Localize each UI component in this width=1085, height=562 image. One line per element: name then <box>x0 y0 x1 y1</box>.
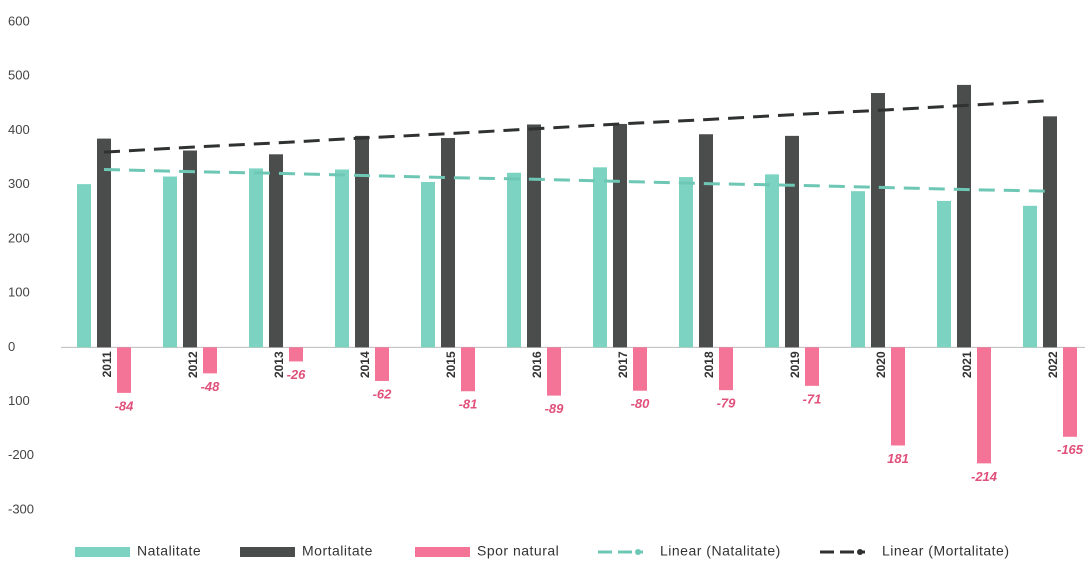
legend-swatch <box>75 547 130 557</box>
x-tick-label: 2012 <box>186 351 200 378</box>
legend-swatch <box>857 549 863 555</box>
x-tick-label: 2020 <box>874 351 888 378</box>
trend-line <box>103 99 1051 154</box>
x-tick-label: 2014 <box>358 351 372 378</box>
value-label: -165 <box>1057 442 1084 457</box>
value-label: -26 <box>287 367 307 382</box>
value-label: -62 <box>373 386 393 401</box>
y-tick-label: -200 <box>8 447 34 462</box>
bar <box>163 176 177 348</box>
bar <box>851 191 865 348</box>
x-tick-label: 2011 <box>100 351 114 377</box>
bar <box>871 93 885 348</box>
bar <box>183 150 197 348</box>
legend-swatch <box>635 549 641 555</box>
bar <box>785 135 799 348</box>
bar <box>765 174 779 348</box>
bar <box>633 347 647 391</box>
value-label: -214 <box>971 469 998 484</box>
value-label: -84 <box>115 398 135 413</box>
bar <box>441 138 455 348</box>
bar <box>1063 347 1077 437</box>
bar <box>77 184 91 348</box>
x-tick-label: 2013 <box>272 351 286 378</box>
legend-swatch <box>240 547 295 557</box>
x-tick-label: 2019 <box>788 351 802 378</box>
y-tick-label: 100 <box>8 393 30 408</box>
bar <box>527 124 541 348</box>
value-label: -79 <box>717 396 737 411</box>
value-label: -80 <box>631 396 651 411</box>
x-tick-label: 2021 <box>960 351 974 378</box>
x-tick-label: 2016 <box>530 351 544 378</box>
value-label: -71 <box>803 391 822 406</box>
bar <box>1043 116 1057 348</box>
bar <box>97 138 111 348</box>
value-label: -48 <box>201 379 221 394</box>
value-label: 181 <box>887 451 909 466</box>
y-tick-label: 500 <box>8 68 30 83</box>
y-tick-label: 0 <box>8 339 15 354</box>
bar <box>937 200 951 348</box>
bar <box>421 181 435 348</box>
trend-line <box>103 167 1051 193</box>
bar <box>891 347 905 446</box>
x-tick-label: 2022 <box>1046 351 1060 378</box>
bar <box>335 169 349 348</box>
bar <box>719 347 733 391</box>
bar <box>805 347 819 386</box>
legend-swatch <box>415 547 470 557</box>
bar <box>977 347 991 464</box>
y-tick-label: 400 <box>8 122 30 137</box>
y-tick-label: 300 <box>8 176 30 191</box>
bar <box>507 172 521 348</box>
y-tick-label: -300 <box>8 501 34 516</box>
bar <box>203 347 217 374</box>
y-tick-label: 600 <box>8 13 30 28</box>
x-tick-label: 2015 <box>444 351 458 378</box>
bar <box>375 347 389 381</box>
bar <box>593 167 607 348</box>
bar <box>289 347 303 362</box>
value-label: -81 <box>459 397 478 412</box>
bar <box>957 84 971 348</box>
y-tick-label: 200 <box>8 230 30 245</box>
bar <box>117 347 131 393</box>
bar <box>461 347 475 392</box>
bar <box>249 168 263 348</box>
legend-label: Natalitate <box>137 543 201 559</box>
value-label: -89 <box>545 401 565 416</box>
bar <box>613 123 627 348</box>
bar <box>1023 205 1037 348</box>
legend-label: Linear (Natalitate) <box>660 543 781 559</box>
bar <box>269 154 283 348</box>
x-tick-label: 2017 <box>616 351 630 378</box>
legend-label: Linear (Mortalitate) <box>882 543 1010 559</box>
x-tick-label: 2018 <box>702 351 716 378</box>
bar <box>355 135 369 348</box>
legend-label: Spor natural <box>477 543 559 559</box>
bar <box>699 134 713 348</box>
bar <box>679 177 693 348</box>
legend-label: Mortalitate <box>302 543 373 559</box>
bar <box>547 347 561 396</box>
y-tick-label: 100 <box>8 285 30 300</box>
